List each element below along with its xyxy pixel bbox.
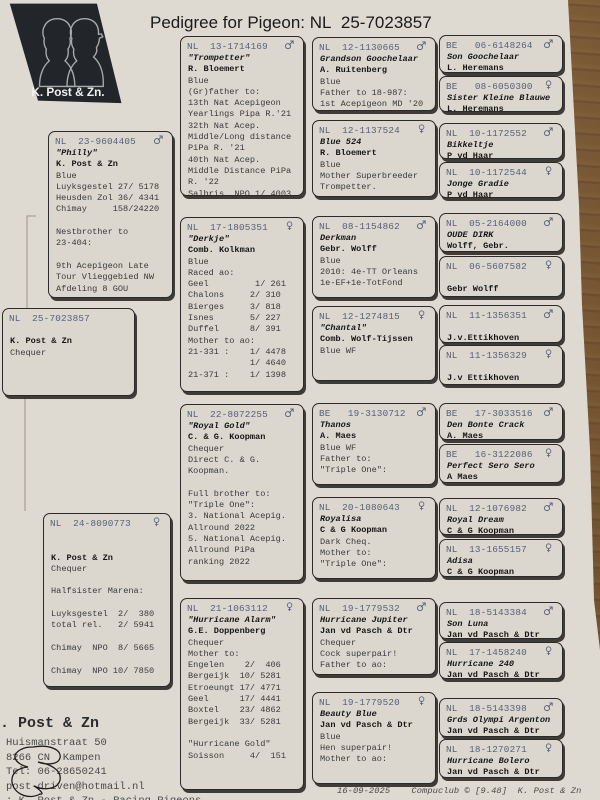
svg-text:K. Post & Zn.: K. Post & Zn. bbox=[31, 86, 104, 99]
